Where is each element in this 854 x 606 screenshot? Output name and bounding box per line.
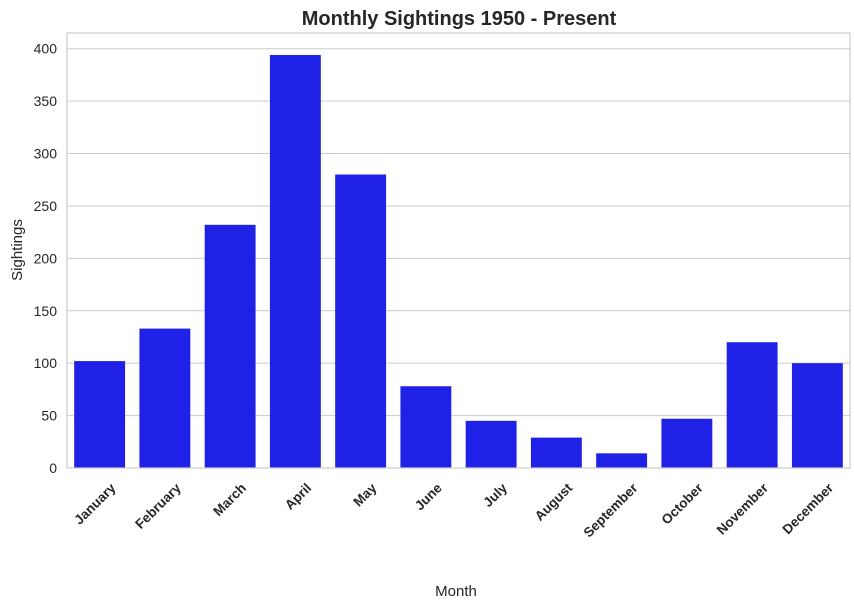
x-tick-label: December [780,480,837,537]
y-tick-label: 50 [41,408,57,424]
bar-march [204,224,256,468]
bars [74,55,843,468]
y-tick-labels: 0 50 100 150 200 250 300 350 400 [34,41,58,476]
bar-june [400,386,452,468]
plot-frame [66,32,851,469]
x-tick-label: February [132,480,184,532]
bar-july [465,420,517,468]
x-tick-label: June [412,480,445,513]
y-tick-label: 250 [34,198,58,214]
x-tick-label: November [714,480,772,538]
y-tick-label: 350 [34,93,58,109]
x-tick-label: March [210,480,249,519]
y-tick-label: 300 [34,146,58,162]
x-tick-label: May [350,480,380,510]
bar-august [530,437,582,468]
bar-december [791,363,843,468]
bar-may [335,174,387,468]
bar-january [74,361,126,468]
bar-february [139,328,191,468]
bar-october [661,418,713,468]
x-tick-label: July [480,480,510,510]
x-tick-label: September [581,480,641,540]
chart-title: Monthly Sightings 1950 - Present [302,8,617,30]
y-tick-label: 100 [34,355,58,371]
y-axis-label: Sightings [9,219,26,281]
y-tick-label: 0 [49,460,57,476]
y-tick-label: 200 [34,250,58,266]
x-tick-label: January [71,480,119,528]
bar-november [726,342,778,468]
bar-september [596,453,648,468]
y-tick-label: 150 [34,303,58,319]
x-tick-labels: January February March April May June July Augu… [71,480,836,540]
bar-april [269,55,321,468]
x-tick-label: August [532,480,576,524]
x-tick-label: April [282,480,314,512]
y-tick-label: 400 [34,41,58,57]
gridlines [67,48,850,417]
x-tick-label: October [659,480,707,528]
x-axis-label: Month [435,583,477,600]
